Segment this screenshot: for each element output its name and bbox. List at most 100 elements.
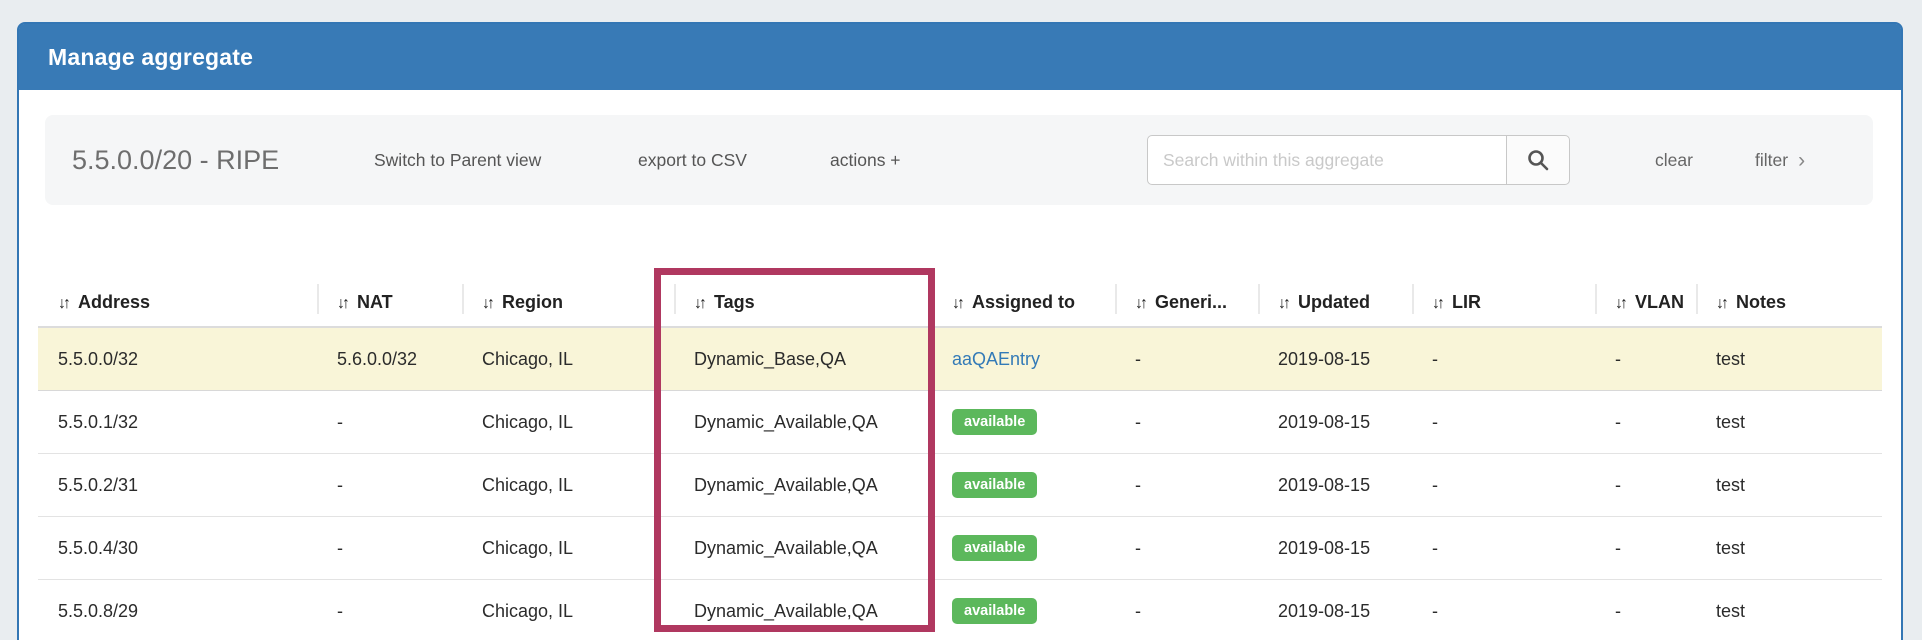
tags-cell: Dynamic_Available,QA xyxy=(674,391,932,454)
address-cell: 5.5.0.0/32 xyxy=(38,327,317,391)
column-label: Address xyxy=(78,292,150,312)
tags-cell: Dynamic_Base,QA xyxy=(674,327,932,391)
column-header-tags[interactable]: ↓↑ Tags xyxy=(674,278,932,327)
table-row[interactable]: 5.5.0.4/30 - Chicago, IL Dynamic_Availab… xyxy=(38,517,1882,580)
panel-title: Manage aggregate xyxy=(48,44,253,71)
region-cell: Chicago, IL xyxy=(462,327,674,391)
region-cell: Chicago, IL xyxy=(462,517,674,580)
generic-cell: - xyxy=(1115,580,1258,640)
sort-icon: ↓↑ xyxy=(694,295,704,312)
column-header-assigned-to[interactable]: ↓↑ Assigned to xyxy=(932,278,1115,327)
vlan-cell: - xyxy=(1595,580,1696,640)
lir-cell: - xyxy=(1412,391,1595,454)
actions-menu-button[interactable]: actions + xyxy=(830,115,901,205)
notes-cell: test xyxy=(1696,327,1882,391)
assigned-cell: available xyxy=(932,517,1115,580)
status-badge: available xyxy=(952,535,1037,562)
aggregate-table: ↓↑ Address ↓↑NAT ↓↑ Region ↓↑ Tags ↓↑ Assign… xyxy=(38,278,1882,640)
toolbar: 5.5.0.0/20 - RIPE Switch to Parent view … xyxy=(45,115,1873,205)
manage-aggregate-panel: Manage aggregate 5.5.0.0/20 - RIPE Switc… xyxy=(17,22,1903,640)
updated-cell: 2019-08-15 xyxy=(1258,580,1412,640)
search-icon xyxy=(1526,148,1550,172)
address-cell: 5.5.0.1/32 xyxy=(38,391,317,454)
column-header-address[interactable]: ↓↑ Address xyxy=(38,278,317,327)
search-group xyxy=(1147,135,1570,185)
tags-cell: Dynamic_Available,QA xyxy=(674,517,932,580)
filter-button[interactable]: filter › xyxy=(1755,115,1805,206)
tags-cell: Dynamic_Available,QA xyxy=(674,454,932,517)
assigned-cell: available xyxy=(932,391,1115,454)
nat-cell: 5.6.0.0/32 xyxy=(317,327,462,391)
vlan-cell: - xyxy=(1595,517,1696,580)
region-cell: Chicago, IL xyxy=(462,580,674,640)
address-cell: 5.5.0.2/31 xyxy=(38,454,317,517)
column-label: Tags xyxy=(714,292,755,312)
search-input[interactable] xyxy=(1147,135,1507,185)
status-badge: available xyxy=(952,598,1037,625)
export-csv-link[interactable]: export to CSV xyxy=(638,115,747,205)
lir-cell: - xyxy=(1412,517,1595,580)
generic-cell: - xyxy=(1115,517,1258,580)
column-label: Notes xyxy=(1736,292,1786,312)
column-header-notes[interactable]: ↓↑ Notes xyxy=(1696,278,1882,327)
aggregate-label: 5.5.0.0/20 - RIPE xyxy=(72,115,279,205)
nat-cell: - xyxy=(317,580,462,640)
assigned-cell: aaQAEntry xyxy=(932,327,1115,391)
sort-icon: ↓↑ xyxy=(58,295,68,312)
updated-cell: 2019-08-15 xyxy=(1258,454,1412,517)
status-badge: available xyxy=(952,472,1037,499)
column-header-region[interactable]: ↓↑ Region xyxy=(462,278,674,327)
address-cell: 5.5.0.4/30 xyxy=(38,517,317,580)
assigned-entry-link[interactable]: aaQAEntry xyxy=(952,349,1040,369)
region-cell: Chicago, IL xyxy=(462,454,674,517)
sort-icon: ↓↑ xyxy=(1716,295,1726,312)
lir-cell: - xyxy=(1412,580,1595,640)
generic-cell: - xyxy=(1115,327,1258,391)
status-badge: available xyxy=(952,409,1037,436)
column-header-vlan[interactable]: ↓↑VLAN xyxy=(1595,278,1696,327)
generic-cell: - xyxy=(1115,454,1258,517)
vlan-cell: - xyxy=(1595,391,1696,454)
column-header-generic[interactable]: ↓↑Generi... xyxy=(1115,278,1258,327)
vlan-cell: - xyxy=(1595,454,1696,517)
column-label: Assigned to xyxy=(972,292,1075,312)
search-button[interactable] xyxy=(1506,135,1570,185)
panel-header: Manage aggregate xyxy=(19,24,1901,90)
assigned-cell: available xyxy=(932,454,1115,517)
generic-cell: - xyxy=(1115,391,1258,454)
sort-icon: ↓↑ xyxy=(337,295,347,312)
table-row[interactable]: 5.5.0.0/32 5.6.0.0/32 Chicago, IL Dynami… xyxy=(38,327,1882,391)
column-header-updated[interactable]: ↓↑ Updated xyxy=(1258,278,1412,327)
switch-parent-view-link[interactable]: Switch to Parent view xyxy=(374,115,541,205)
updated-cell: 2019-08-15 xyxy=(1258,517,1412,580)
sort-icon: ↓↑ xyxy=(1278,295,1288,312)
column-header-nat[interactable]: ↓↑NAT xyxy=(317,278,462,327)
column-label: Updated xyxy=(1298,292,1370,312)
table-row[interactable]: 5.5.0.1/32 - Chicago, IL Dynamic_Availab… xyxy=(38,391,1882,454)
updated-cell: 2019-08-15 xyxy=(1258,327,1412,391)
clear-button[interactable]: clear xyxy=(1655,115,1693,205)
table-header-row: ↓↑ Address ↓↑NAT ↓↑ Region ↓↑ Tags ↓↑ Assign… xyxy=(38,278,1882,327)
column-label: Region xyxy=(502,292,563,312)
notes-cell: test xyxy=(1696,391,1882,454)
lir-cell: - xyxy=(1412,327,1595,391)
filter-label: filter xyxy=(1755,150,1788,170)
tags-cell: Dynamic_Available,QA xyxy=(674,580,932,640)
sort-icon: ↓↑ xyxy=(1432,295,1442,312)
vlan-cell: - xyxy=(1595,327,1696,391)
table-row[interactable]: 5.5.0.8/29 - Chicago, IL Dynamic_Availab… xyxy=(38,580,1882,640)
column-label: LIR xyxy=(1452,292,1481,312)
nat-cell: - xyxy=(317,391,462,454)
chevron-right-icon: › xyxy=(1798,149,1805,172)
table-row[interactable]: 5.5.0.2/31 - Chicago, IL Dynamic_Availab… xyxy=(38,454,1882,517)
column-label: Generi... xyxy=(1155,292,1227,312)
sort-icon: ↓↑ xyxy=(482,295,492,312)
assigned-cell: available xyxy=(932,580,1115,640)
column-header-lir[interactable]: ↓↑ LIR xyxy=(1412,278,1595,327)
notes-cell: test xyxy=(1696,580,1882,640)
notes-cell: test xyxy=(1696,454,1882,517)
sort-icon: ↓↑ xyxy=(952,295,962,312)
nat-cell: - xyxy=(317,517,462,580)
notes-cell: test xyxy=(1696,517,1882,580)
page: Manage aggregate 5.5.0.0/20 - RIPE Switc… xyxy=(0,0,1922,640)
